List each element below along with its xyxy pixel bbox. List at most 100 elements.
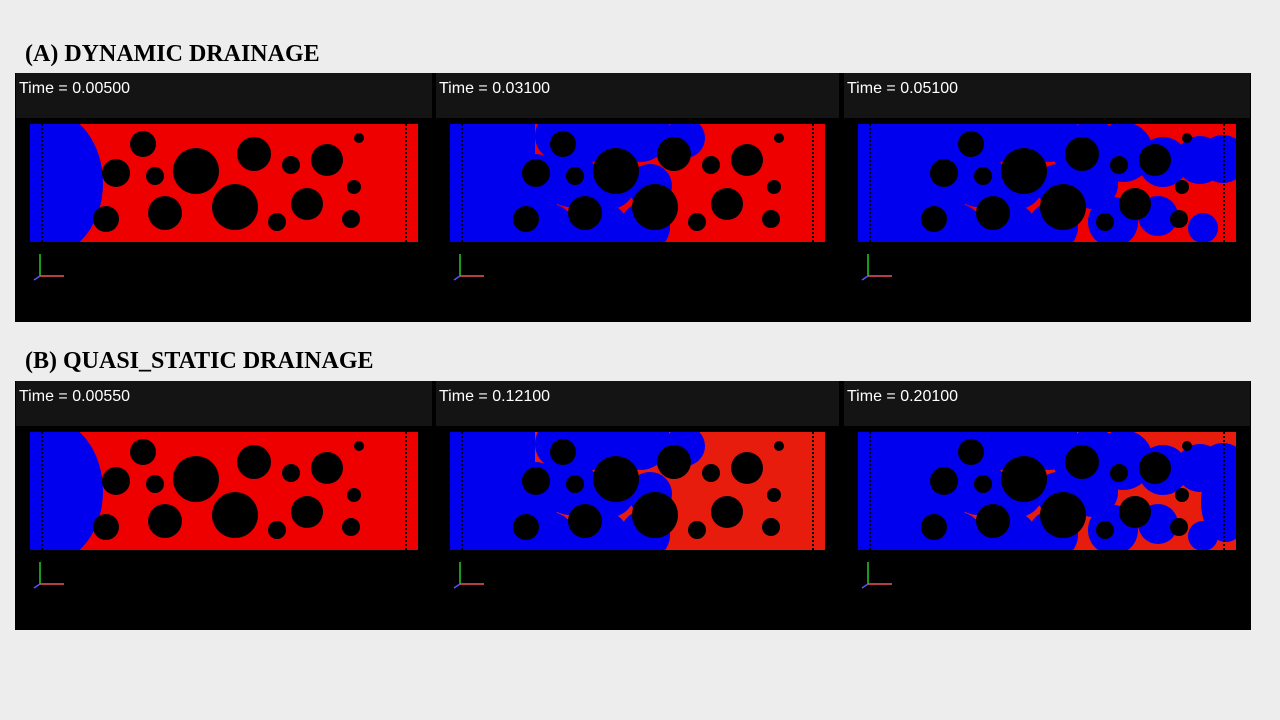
section-title: (B) QUASI_STATIC DRAINAGE bbox=[25, 348, 374, 374]
grain bbox=[173, 456, 219, 502]
grain bbox=[268, 213, 286, 231]
domain bbox=[30, 124, 418, 242]
grain bbox=[976, 196, 1010, 230]
panel-header bbox=[436, 73, 839, 118]
axis-z bbox=[33, 275, 41, 281]
grain bbox=[958, 439, 984, 465]
axis-z bbox=[453, 275, 461, 281]
grain bbox=[282, 464, 300, 482]
grain bbox=[1001, 148, 1047, 194]
grain bbox=[632, 492, 678, 538]
panel-header bbox=[844, 73, 1250, 118]
grain bbox=[767, 180, 781, 194]
domain bbox=[30, 432, 418, 550]
snapshot: Time = 0.00550 bbox=[16, 381, 432, 589]
snapshot: Time = 0.05100 bbox=[844, 73, 1250, 281]
grain bbox=[148, 504, 182, 538]
axis-z bbox=[861, 583, 869, 589]
grain bbox=[930, 467, 958, 495]
invading-fluid bbox=[1188, 213, 1218, 242]
grain bbox=[148, 196, 182, 230]
snapshot: Time = 0.00500 bbox=[16, 73, 432, 281]
grain bbox=[130, 131, 156, 157]
grain bbox=[291, 496, 323, 528]
panel-header bbox=[844, 381, 1250, 426]
grain bbox=[657, 137, 691, 171]
grain bbox=[146, 475, 164, 493]
time-label: Time = 0.03100 bbox=[439, 80, 550, 97]
grain bbox=[1040, 492, 1086, 538]
grain bbox=[593, 148, 639, 194]
grain bbox=[632, 184, 678, 230]
panel-header bbox=[16, 73, 432, 118]
grain bbox=[347, 488, 361, 502]
grain bbox=[550, 439, 576, 465]
grain bbox=[1110, 156, 1128, 174]
grain bbox=[774, 133, 784, 143]
grain bbox=[212, 492, 258, 538]
invading-fluid bbox=[1199, 135, 1236, 183]
grain bbox=[1001, 456, 1047, 502]
section-title: (A) DYNAMIC DRAINAGE bbox=[25, 41, 320, 67]
grain bbox=[237, 445, 271, 479]
time-label: Time = 0.05100 bbox=[847, 80, 958, 97]
grain bbox=[342, 210, 360, 228]
grain bbox=[657, 445, 691, 479]
invading-front bbox=[30, 432, 103, 550]
grain bbox=[1119, 188, 1151, 220]
domain bbox=[450, 124, 825, 242]
grain bbox=[1170, 518, 1188, 536]
time-label: Time = 0.20100 bbox=[847, 388, 958, 405]
snapshot: Time = 0.20100 bbox=[844, 381, 1250, 589]
grain bbox=[1139, 144, 1171, 176]
grain bbox=[102, 159, 130, 187]
invading-fluid bbox=[1201, 462, 1236, 542]
grain bbox=[1096, 213, 1114, 231]
grain bbox=[237, 137, 271, 171]
grain bbox=[1119, 496, 1151, 528]
grain bbox=[1040, 184, 1086, 230]
grain bbox=[354, 133, 364, 143]
grain bbox=[102, 467, 130, 495]
axis-z bbox=[33, 583, 41, 589]
grain bbox=[593, 456, 639, 502]
panel-header bbox=[16, 381, 432, 426]
grain bbox=[731, 144, 763, 176]
grain bbox=[566, 167, 584, 185]
grain bbox=[774, 441, 784, 451]
grain bbox=[291, 188, 323, 220]
grain bbox=[212, 184, 258, 230]
grain bbox=[711, 496, 743, 528]
grain bbox=[513, 514, 539, 540]
domain bbox=[858, 124, 1236, 242]
grain bbox=[930, 159, 958, 187]
grain bbox=[522, 159, 550, 187]
grain bbox=[130, 439, 156, 465]
grain bbox=[1182, 441, 1192, 451]
grain bbox=[1096, 521, 1114, 539]
grain bbox=[282, 156, 300, 174]
grain bbox=[347, 180, 361, 194]
grain bbox=[762, 210, 780, 228]
grain bbox=[550, 131, 576, 157]
grain bbox=[1175, 180, 1189, 194]
grain bbox=[1110, 464, 1128, 482]
grain bbox=[568, 504, 602, 538]
grain bbox=[93, 514, 119, 540]
grain bbox=[311, 452, 343, 484]
grain bbox=[1182, 133, 1192, 143]
grain bbox=[513, 206, 539, 232]
time-label: Time = 0.00550 bbox=[19, 388, 130, 405]
grain bbox=[568, 196, 602, 230]
grain bbox=[1065, 137, 1099, 171]
grain bbox=[522, 467, 550, 495]
grain bbox=[566, 475, 584, 493]
grain bbox=[268, 521, 286, 539]
grain bbox=[1175, 488, 1189, 502]
grain bbox=[342, 518, 360, 536]
snapshot: Time = 0.12100 bbox=[436, 381, 839, 589]
grain bbox=[921, 206, 947, 232]
invading-front bbox=[30, 124, 103, 242]
